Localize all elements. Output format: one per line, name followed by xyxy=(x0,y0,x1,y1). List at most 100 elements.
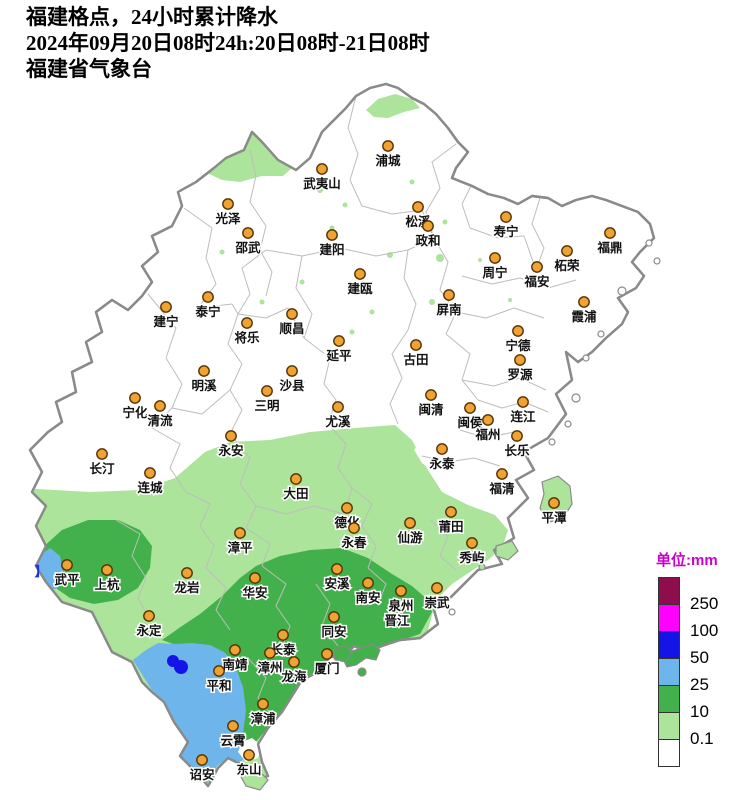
precip-patch-northwest xyxy=(205,132,292,182)
station-dot xyxy=(500,211,512,223)
province-outline xyxy=(28,82,656,788)
station-dot xyxy=(144,467,156,479)
station-dot xyxy=(101,564,113,576)
station-晋江: 晋江 xyxy=(383,612,412,630)
station-dot xyxy=(222,198,234,210)
legend-threshold-label: 50 xyxy=(690,648,709,667)
station-dot xyxy=(288,656,300,668)
station-dot xyxy=(412,201,424,213)
station-label: 云霄 xyxy=(220,734,245,748)
station-霞浦: 霞浦 xyxy=(570,296,598,326)
station-漳州: 漳州 xyxy=(256,647,284,677)
island-dongshan xyxy=(239,763,269,791)
precip-region-green-southwest xyxy=(36,520,152,604)
legend: 单位:mm 250 100 50 25 10 0.1 xyxy=(654,549,750,777)
station-dot xyxy=(410,339,422,351)
station-dot xyxy=(290,473,302,485)
station-建宁: 建宁 xyxy=(152,301,180,331)
station-建瓯: 建瓯 xyxy=(346,268,374,298)
legend-swatch-250 xyxy=(658,577,680,605)
station-dot xyxy=(243,749,255,761)
station-建阳: 建阳 xyxy=(318,229,346,259)
station-华安: 华安 xyxy=(241,572,269,602)
station-dot xyxy=(531,261,543,273)
map-title-block: 福建格点，24小时累计降水 2024年09月20日08时24h:20日08时-2… xyxy=(26,4,430,82)
station-漳浦: 漳浦 xyxy=(249,698,277,728)
station-政和: 政和 xyxy=(414,220,442,250)
station-周宁: 周宁 xyxy=(481,252,509,282)
station-dot xyxy=(129,392,141,404)
station-label: 顺昌 xyxy=(279,321,304,336)
station-dot xyxy=(264,647,276,659)
station-dot xyxy=(143,610,155,622)
station-dot xyxy=(286,365,298,377)
station-dot xyxy=(225,430,237,442)
station-dot xyxy=(466,537,478,549)
station-dot xyxy=(96,448,108,460)
legend-threshold-label: 10 xyxy=(690,702,709,721)
station-label: 诏安 xyxy=(189,767,214,782)
station-dot xyxy=(354,268,366,280)
station-label: 上杭 xyxy=(94,577,120,592)
station-崇武: 崇武 xyxy=(423,582,451,612)
station-label: 清流 xyxy=(147,413,173,428)
legend-threshold-label: 250 xyxy=(690,594,719,613)
station-泉州: 泉州 xyxy=(386,585,415,615)
station-dot xyxy=(213,665,225,677)
station-罗源: 罗源 xyxy=(506,354,534,384)
station-dot xyxy=(242,227,254,239)
station-dot xyxy=(241,317,253,329)
station-label: 霞浦 xyxy=(571,309,597,324)
station-label: 秀屿 xyxy=(458,550,485,565)
station-dot xyxy=(249,572,261,584)
precip-region-blue-blob xyxy=(167,655,188,674)
precip-region-green-south xyxy=(162,548,432,752)
station-连城: 连城 xyxy=(136,467,164,497)
station-label: 南靖 xyxy=(222,657,248,672)
station-label: 政和 xyxy=(415,233,440,248)
station-label: 永春 xyxy=(340,535,367,550)
station-dot xyxy=(604,227,616,239)
station-label: 柘荣 xyxy=(553,258,580,273)
station-dot xyxy=(227,720,239,732)
station-dot xyxy=(333,335,345,347)
station-label: 福州 xyxy=(474,427,500,442)
legend-threshold-label: 100 xyxy=(690,621,719,640)
station-上杭: 上杭 xyxy=(93,564,121,594)
station-dot xyxy=(261,385,273,397)
legend-swatch-below-min xyxy=(658,739,680,767)
station-同安: 同安 xyxy=(320,611,348,641)
station-dot xyxy=(436,443,448,455)
station-尤溪: 尤溪 xyxy=(324,401,352,431)
station-label: 长乐 xyxy=(504,443,530,458)
station-三明: 三明 xyxy=(253,385,281,415)
station-福鼎: 福鼎 xyxy=(595,227,624,257)
station-dot xyxy=(61,559,73,571)
station-label: 泰宁 xyxy=(194,304,220,319)
station-dot xyxy=(277,629,289,641)
map-source: 福建省气象台 xyxy=(26,57,152,81)
station-宁德: 宁德 xyxy=(504,325,532,355)
station-label: 将乐 xyxy=(234,330,260,345)
station-顺昌: 顺昌 xyxy=(278,308,306,338)
station-长乐: 长乐 xyxy=(503,430,531,460)
station-label: 邵武 xyxy=(234,240,261,255)
legend-swatch-50 xyxy=(658,631,680,659)
station-dot xyxy=(422,220,434,232)
station-漳平: 漳平 xyxy=(226,527,254,557)
station-label: 南安 xyxy=(355,590,380,605)
station-label: 罗源 xyxy=(507,367,533,382)
station-平和: 平和 xyxy=(205,665,233,695)
island-xiamen xyxy=(332,644,353,663)
station-福安: 福安 xyxy=(522,261,551,291)
station-dot xyxy=(326,229,338,241)
island-nanri xyxy=(495,540,519,561)
legend-swatch-100 xyxy=(658,604,680,632)
station-dot xyxy=(229,644,241,656)
station-仙游: 仙游 xyxy=(396,517,424,547)
station-label: 晋江 xyxy=(384,613,410,628)
station-柘荣: 柘荣 xyxy=(552,245,581,275)
station-dot xyxy=(511,430,523,442)
station-武夷山: 武夷山 xyxy=(302,163,342,193)
